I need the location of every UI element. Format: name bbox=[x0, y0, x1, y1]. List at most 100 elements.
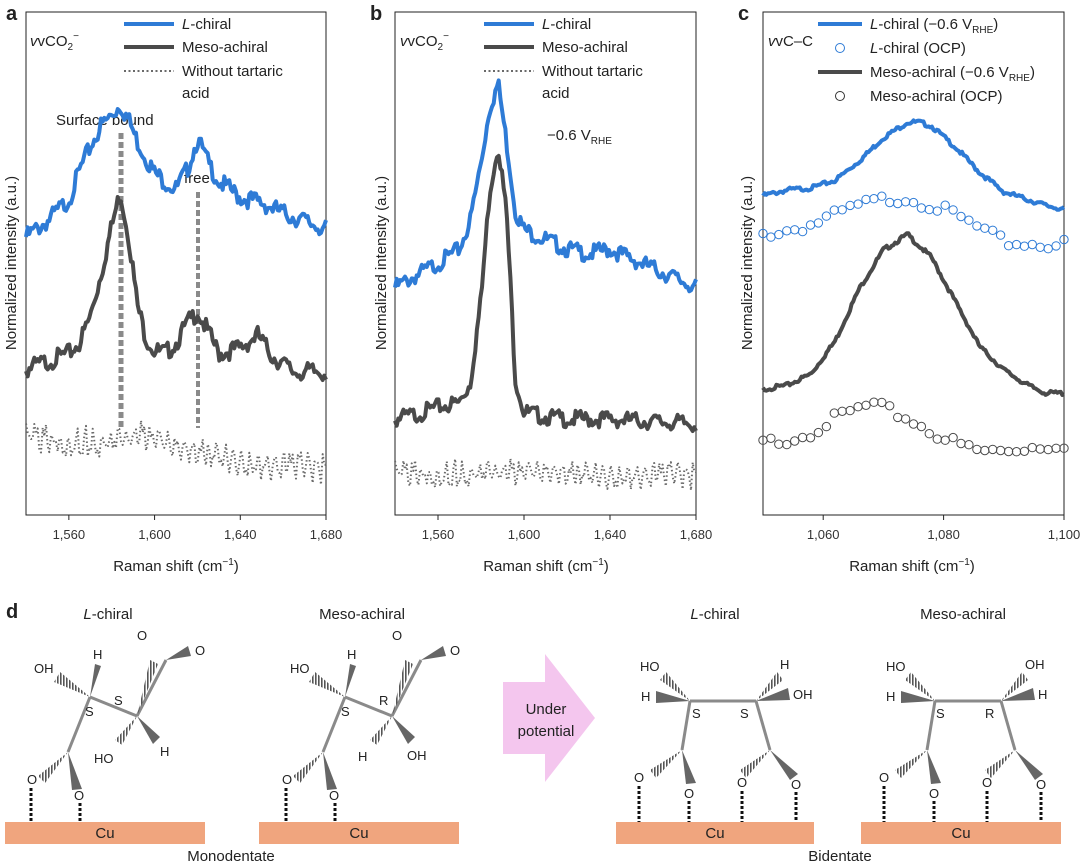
point-c-meso-achiral-ocp bbox=[1059, 443, 1069, 453]
point-c-l-chiral-ocp bbox=[758, 228, 768, 239]
point-c-meso-achiral-ocp bbox=[940, 435, 950, 445]
legend-label-l-chiral-ocp: L-chiral (OCP) bbox=[870, 40, 966, 57]
point-c-l-chiral-ocp bbox=[964, 215, 974, 225]
point-c-l-chiral-ocp bbox=[837, 205, 847, 215]
atom-o-4d: O bbox=[1036, 777, 1046, 792]
point-c-l-chiral-ocp bbox=[805, 220, 816, 230]
potential-b-text: −0.6 V bbox=[547, 127, 591, 144]
point-c-meso-achiral-ocp bbox=[845, 405, 855, 416]
point-c-meso-achiral-ocp bbox=[916, 421, 927, 432]
curves-c bbox=[758, 118, 1069, 457]
species-b-sup: − bbox=[443, 31, 449, 42]
potential-label-b: −0.6 VRHE bbox=[547, 127, 612, 147]
point-c-meso-achiral-ocp bbox=[1003, 446, 1014, 457]
plot-frame-b bbox=[394, 11, 697, 516]
point-c-l-chiral-ocp bbox=[797, 226, 808, 237]
hash-o-4a bbox=[895, 750, 927, 778]
atom-o-4b: O bbox=[929, 786, 939, 801]
cu-label-1: Cu bbox=[95, 825, 114, 842]
hash-o-3a bbox=[650, 750, 682, 778]
legend-label-acid-a: acid bbox=[182, 85, 210, 102]
panel-d: d L-chiral Meso-achiral L-chiral Meso-ac… bbox=[5, 601, 1061, 863]
point-c-meso-achiral-ocp bbox=[869, 397, 879, 407]
ticks-a: 1,560 1,600 1,640 1,680 bbox=[53, 515, 342, 542]
x-tick-label-c-1: 1,080 bbox=[927, 527, 960, 542]
species-a-sup: − bbox=[73, 31, 79, 42]
curves-b bbox=[393, 78, 698, 492]
atom-o-3c: O bbox=[737, 775, 747, 790]
xlabel-a-sup: −1 bbox=[222, 557, 234, 568]
species-label-c: vvC–C bbox=[768, 33, 813, 50]
point-c-l-chiral-ocp bbox=[1043, 244, 1053, 254]
bond-c2-c3-1 bbox=[89, 695, 138, 718]
bond-c3-c4-1 bbox=[135, 659, 168, 717]
x-tick-label-b-2: 1,640 bbox=[594, 527, 627, 542]
panel-b: b vvCO2− L-chiral Meso-achiral Without t… bbox=[370, 3, 712, 575]
species-a-text: vCO bbox=[38, 33, 68, 50]
ylabel-c: Normalized intensity (a.u.) bbox=[739, 176, 756, 350]
hash-h-2 bbox=[370, 716, 392, 745]
atom-h2-4: H bbox=[1038, 687, 1047, 702]
atom-o-3b: O bbox=[684, 786, 694, 801]
hash-bond-oh-1 bbox=[54, 672, 90, 697]
species-a-sub: 2 bbox=[68, 42, 74, 53]
point-c-meso-achiral-ocp bbox=[790, 436, 800, 446]
arrow-text-2: potential bbox=[518, 723, 575, 740]
point-c-l-chiral-ocp bbox=[1035, 242, 1045, 253]
point-c-l-chiral-ocp bbox=[932, 206, 942, 216]
point-c-meso-achiral-ocp bbox=[885, 401, 895, 411]
structure-title-1-text: -chiral bbox=[92, 606, 133, 623]
point-c-l-chiral-ocp bbox=[988, 225, 998, 236]
atom-h2-1: H bbox=[160, 744, 169, 759]
legend-l-rest-b: -chiral bbox=[550, 16, 591, 33]
point-c-l-chiral-ocp bbox=[1059, 234, 1069, 245]
atom-h2-2: H bbox=[358, 749, 367, 764]
point-c-meso-achiral-ocp bbox=[829, 408, 839, 418]
ylabel-b: Normalized intensity (a.u.) bbox=[373, 176, 390, 350]
legend-swatch-l-chiral-ocp bbox=[835, 43, 845, 53]
wedge-h2-1 bbox=[137, 716, 160, 744]
panel-label-d: d bbox=[6, 601, 18, 623]
point-c-meso-achiral-ocp bbox=[1011, 447, 1022, 457]
point-c-meso-achiral-ocp bbox=[980, 445, 990, 456]
structure-title-1: L-chiral bbox=[83, 606, 132, 623]
point-c-l-chiral-ocp bbox=[956, 211, 966, 222]
wedge-oh-2 bbox=[392, 716, 415, 744]
cu-slab-1 bbox=[5, 822, 205, 844]
point-c-meso-achiral-ocp bbox=[837, 406, 847, 416]
bond-c3-c4-2 bbox=[390, 659, 423, 717]
point-c-meso-achiral-ocp bbox=[1051, 443, 1061, 453]
point-c-l-chiral-ocp bbox=[1019, 241, 1030, 251]
point-c-meso-achiral-ocp bbox=[932, 434, 942, 444]
point-c-meso-achiral-ocp bbox=[861, 400, 871, 410]
atom-h-2: H bbox=[347, 647, 356, 662]
atom-h-4: H bbox=[886, 689, 895, 704]
panel-label-c: c bbox=[738, 3, 749, 25]
hash-o-3c bbox=[740, 750, 770, 778]
series-b-without-tartaric-acid bbox=[394, 457, 697, 492]
legend-c3a: Meso-achiral (−0.6 V bbox=[870, 64, 1009, 81]
potential-b-sub: RHE bbox=[591, 136, 612, 147]
atom-ho-3: HO bbox=[640, 659, 660, 674]
panel-c: c vvC–C L-chiral (−0.6 VRHE) L-chiral (O… bbox=[738, 3, 1080, 575]
stereo-label-3b: S bbox=[740, 706, 749, 721]
legend-c3c: ) bbox=[1030, 64, 1035, 81]
xlabel-c-text: Raman shift (cm bbox=[849, 558, 958, 575]
atom-o-1b: O bbox=[195, 643, 205, 658]
cu-label-2: Cu bbox=[349, 825, 368, 842]
point-c-meso-achiral-ocp bbox=[1027, 442, 1038, 453]
point-c-l-chiral-ocp bbox=[845, 200, 855, 211]
cu-label-4: Cu bbox=[951, 825, 970, 842]
cu-slab-3 bbox=[616, 822, 814, 844]
legend-label-meso-a: Meso-achiral bbox=[182, 39, 268, 56]
panel-label-b: b bbox=[370, 3, 382, 25]
point-c-l-chiral-ocp bbox=[782, 226, 792, 236]
wedge-h-1 bbox=[90, 664, 101, 697]
legend-label-without-a: Without tartaric bbox=[182, 63, 283, 80]
point-c-meso-achiral-ocp bbox=[1019, 446, 1030, 456]
wedge-h-3 bbox=[656, 691, 690, 703]
hash-oh-4 bbox=[1001, 672, 1028, 701]
panel-a: a vvCO2− L-chiral Meso-achiral Without t… bbox=[3, 3, 342, 575]
point-c-l-chiral-ocp bbox=[1027, 239, 1038, 250]
atom-o-2c: O bbox=[282, 772, 292, 787]
